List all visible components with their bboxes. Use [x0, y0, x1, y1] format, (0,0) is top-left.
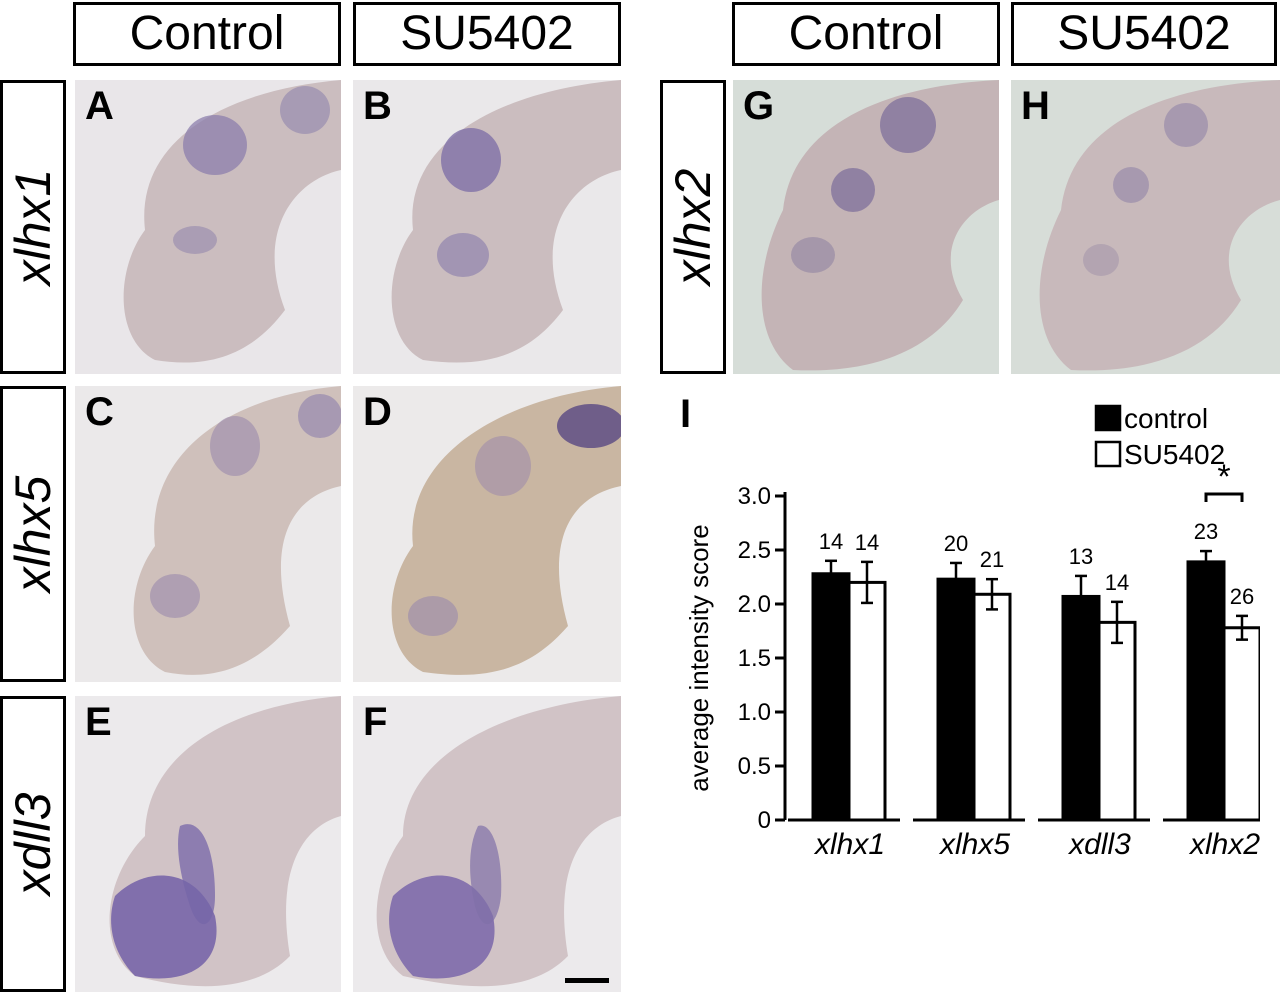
micrograph-panel-c: C	[75, 386, 341, 682]
panel-label-a: A	[85, 84, 114, 128]
bar-control	[811, 572, 851, 822]
significance-star: *	[1217, 458, 1230, 496]
embryo-image	[353, 696, 621, 992]
y-tick-label: 0	[758, 807, 771, 834]
header-control-left-text: Control	[129, 7, 285, 60]
header-control-right-text: Control	[788, 7, 944, 60]
panel-label-e: E	[85, 700, 112, 744]
header-control-right: Control	[732, 2, 1000, 66]
bar-control	[936, 577, 976, 822]
significance-bracket	[1204, 492, 1244, 502]
embryo-image	[75, 80, 341, 374]
header-control-left: Control	[73, 2, 341, 66]
micrograph-panel-a: A	[75, 80, 341, 374]
micrograph-panel-g: G	[733, 80, 999, 374]
bar-su5402	[972, 592, 1012, 822]
bar-chart: 0 0.5 1.0 1.5 2.0 2.5 3.0 average intensity sco…	[684, 403, 1260, 861]
y-tick-label: 1.0	[738, 699, 771, 726]
bar-su5402	[847, 580, 887, 822]
embryo-image	[1011, 80, 1280, 374]
header-su5402-left: SU5402	[353, 2, 621, 66]
panel-label-d: D	[363, 390, 392, 434]
header-su5402-left-text: SU5402	[400, 7, 574, 60]
x-tick-label: xlhx1	[813, 828, 885, 861]
y-tick-label: 1.5	[738, 645, 771, 672]
panel-label-b: B	[363, 84, 392, 128]
legend-swatch	[1094, 404, 1122, 432]
y-tick-label: 0.5	[738, 753, 771, 780]
embryo-image	[75, 386, 341, 682]
row-label-xlhx2: xlhx2	[660, 80, 726, 374]
row-label-xlhx5-text: xlhx5	[5, 475, 61, 593]
y-tick-label: 3.0	[738, 483, 771, 510]
count-label: 23	[1194, 519, 1218, 544]
y-axis-label: average intensity score	[684, 524, 714, 791]
count-label: 14	[1105, 570, 1129, 595]
panel-label-g: G	[743, 84, 775, 128]
panel-label-f: F	[363, 700, 388, 744]
x-tick-label: xdll3	[1067, 828, 1131, 861]
panel-label-i: I	[680, 392, 692, 436]
panel-label-c: C	[85, 390, 114, 434]
micrograph-panel-b: B	[353, 80, 621, 374]
row-label-xlhx2-text: xlhx2	[665, 168, 721, 286]
embryo-image	[353, 80, 621, 374]
bar-su5402	[1097, 620, 1137, 822]
count-label: 26	[1230, 584, 1254, 609]
count-label: 14	[819, 529, 843, 554]
micrograph-panel-h: H	[1011, 80, 1280, 374]
bar-su5402	[1222, 626, 1260, 822]
count-label: 14	[855, 530, 879, 555]
y-tick-label: 2.0	[738, 591, 771, 618]
embryo-image	[75, 696, 341, 992]
micrograph-panel-e: E	[75, 696, 341, 992]
panel-label-h: H	[1021, 84, 1050, 128]
row-label-xlhx1: xlhx1	[0, 80, 66, 374]
bar-control	[1061, 594, 1101, 822]
x-tick-label: xlhx5	[938, 828, 1010, 861]
header-su5402-right-text: SU5402	[1057, 7, 1231, 60]
count-label: 20	[944, 531, 968, 556]
bar-control	[1186, 560, 1226, 822]
count-label: 13	[1069, 544, 1093, 569]
scale-bar	[565, 978, 609, 983]
row-label-xdll3-text: xdll3	[5, 792, 61, 896]
row-label-xlhx5: xlhx5	[0, 386, 66, 682]
row-label-xdll3: xdll3	[0, 696, 66, 992]
y-tick-label: 2.5	[738, 537, 771, 564]
embryo-image	[353, 386, 621, 682]
legend-swatch	[1094, 440, 1122, 468]
legend-label: SU5402	[1124, 439, 1225, 470]
x-tick-label: xlhx2	[1188, 828, 1260, 861]
row-label-xlhx1-text: xlhx1	[5, 168, 61, 286]
embryo-image	[733, 80, 999, 374]
micrograph-panel-d: D	[353, 386, 621, 682]
count-label: 21	[980, 547, 1004, 572]
header-su5402-right: SU5402	[1011, 2, 1277, 66]
legend-label: control	[1124, 403, 1208, 434]
micrograph-panel-f: F	[353, 696, 621, 992]
